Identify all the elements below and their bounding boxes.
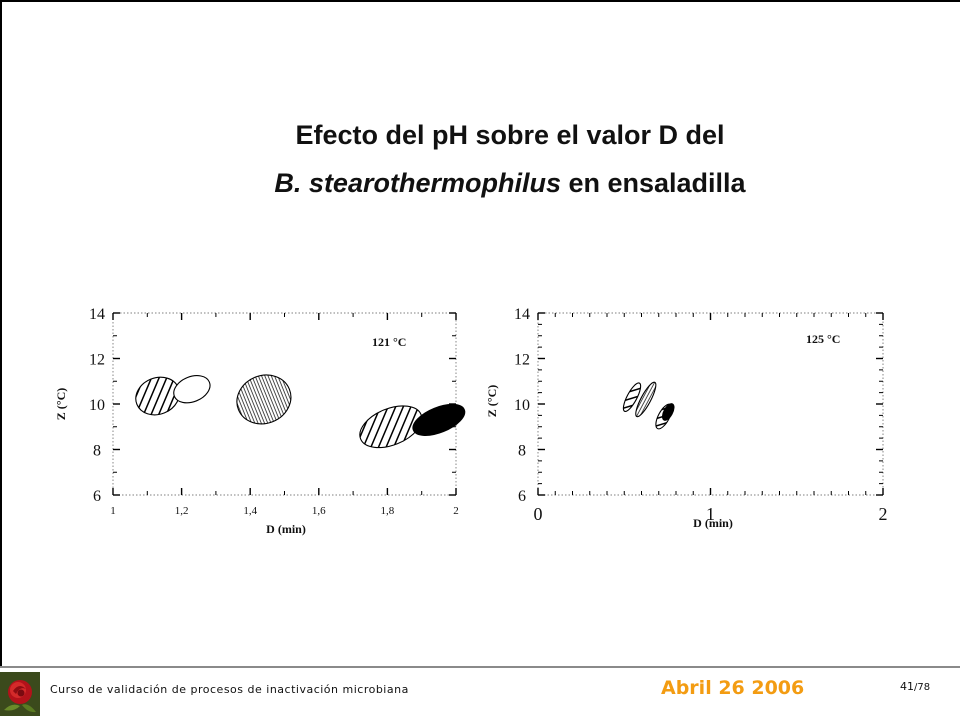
slide-title-line-2: B. stearothermophilus en ensaladilla: [60, 168, 960, 199]
chart-121c-x-axis-label: D (min): [266, 522, 306, 536]
x-tick-label: 1,2: [175, 505, 189, 517]
title-suffix: en ensaladilla: [560, 168, 746, 198]
x-tick-label: 1,4: [243, 505, 257, 517]
x-tick-label: 1,8: [381, 505, 395, 517]
species-name: B. stearothermophilus: [274, 168, 561, 198]
confidence-ellipse-4: [359, 405, 423, 449]
footer-divider: [0, 666, 960, 668]
x-tick-label: 0: [534, 504, 543, 524]
y-tick-label: 12: [514, 352, 530, 369]
y-tick-label: 14: [89, 306, 105, 323]
chart-125c-y-axis-label: Z (°C): [485, 385, 499, 417]
current-page: 41: [900, 680, 914, 693]
x-tick-label: 1,6: [312, 505, 326, 517]
confidence-ellipse-4: [661, 403, 675, 421]
left-border: [0, 0, 2, 668]
chart-125c-x-axis-label: D (min): [693, 516, 733, 530]
confidence-ellipse-2: [635, 381, 657, 418]
y-tick-label: 14: [514, 306, 530, 323]
confidence-ellipse-1: [622, 382, 642, 412]
course-title: Curso de validación de procesos de inact…: [50, 683, 409, 696]
chart-121c: 1 1,2 1,4 1,6 1,8 2 6 8 10 12 14 121 °C D (min) Z (°C…: [54, 306, 466, 536]
y-tick-label: 6: [518, 488, 526, 505]
y-tick-label: 10: [89, 397, 105, 414]
y-tick-label: 8: [93, 443, 101, 460]
y-tick-label: 6: [93, 488, 101, 505]
x-tick-label: 1: [110, 505, 116, 517]
x-tick-label: 2: [453, 505, 459, 517]
slide-title-line-1: Efecto del pH sobre el valor D del: [295, 120, 725, 150]
total-pages: /78: [914, 682, 931, 693]
x-tick-label: 2: [879, 504, 888, 524]
x-tick-label: 1: [706, 504, 715, 524]
y-tick-label: 8: [518, 443, 526, 460]
page-number: 41/78: [900, 680, 930, 693]
y-tick-label: 10: [514, 397, 530, 414]
confidence-ellipse-3: [236, 374, 292, 425]
chart-125c-annotation: 125 °C: [806, 332, 840, 346]
confidence-ellipse-5: [412, 403, 466, 436]
top-border: [0, 0, 960, 2]
y-tick-label: 12: [89, 352, 105, 369]
confidence-ellipse-2: [173, 375, 211, 404]
presentation-date: Abril 26 2006: [661, 677, 805, 699]
rose-icon: [0, 672, 40, 716]
chart-121c-y-axis-label: Z (°C): [54, 388, 68, 420]
chart-121c-annotation: 121 °C: [372, 335, 406, 349]
